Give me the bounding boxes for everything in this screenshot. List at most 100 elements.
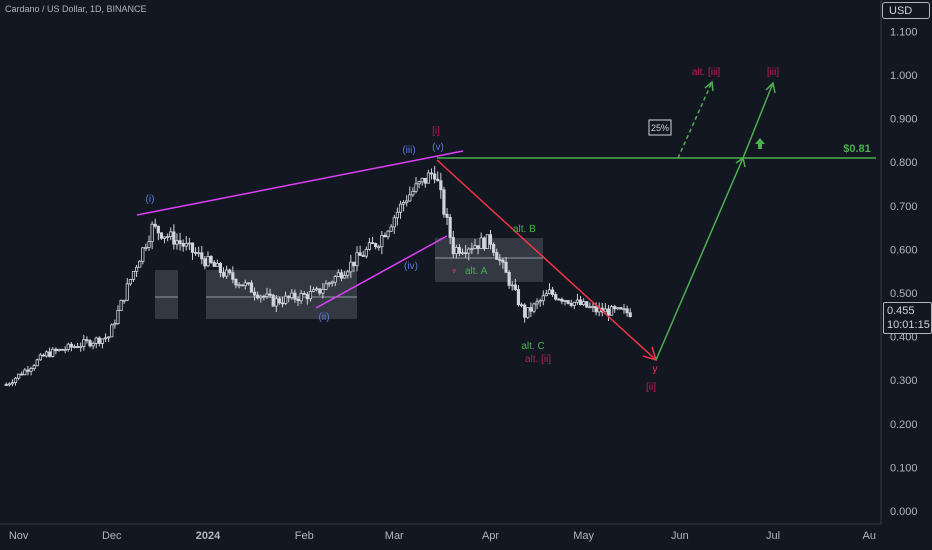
- candle-body: [501, 259, 505, 263]
- candle-body: [386, 230, 390, 238]
- candle-body: [259, 295, 263, 299]
- candle-body: [380, 234, 384, 248]
- candle-body: [318, 288, 322, 294]
- wave-label-ii: (ii): [318, 312, 329, 323]
- up-arrow-line-2: [742, 82, 774, 159]
- candle-body: [439, 180, 443, 191]
- candle-body: [557, 298, 561, 301]
- candle-body: [240, 284, 244, 287]
- candle-body: [134, 266, 139, 272]
- candle-body: [60, 348, 64, 351]
- x-tick-label: 2024: [196, 530, 221, 542]
- candle-body: [38, 354, 42, 361]
- candle-body: [401, 202, 406, 205]
- candle-body: [470, 248, 474, 250]
- candle-body: [436, 178, 440, 182]
- candle-body: [473, 245, 477, 249]
- wedge-upper-line: [136, 150, 464, 216]
- candle-body: [433, 173, 437, 180]
- candle-body: [550, 289, 555, 295]
- candle-body: [346, 271, 350, 276]
- candle-body: [91, 342, 95, 347]
- candle-body: [76, 346, 80, 348]
- candle-body: [203, 258, 207, 267]
- candle-body: [339, 272, 344, 279]
- candle-body: [246, 282, 250, 285]
- candle-body: [172, 231, 176, 245]
- chart-title: Cardano / US Dollar, 1D, BINANCE: [5, 4, 147, 14]
- y-tick-label: 0.400: [890, 332, 918, 344]
- candle-body: [193, 251, 198, 254]
- candle-body: [603, 308, 607, 313]
- candle-body: [237, 284, 241, 287]
- up-arrow-head-2: [765, 81, 776, 94]
- wave-label-alt-c: alt. C: [521, 341, 544, 352]
- y-tick-label: 0.800: [890, 157, 918, 169]
- candle-body: [200, 252, 204, 260]
- candle-body: [578, 299, 583, 306]
- candle-body: [582, 301, 586, 306]
- candle-body: [41, 354, 46, 357]
- candle-body: [94, 337, 98, 344]
- candle-body: [265, 293, 269, 297]
- candle-body: [569, 302, 573, 306]
- wedge-lower-line: [315, 235, 448, 309]
- candle-body: [367, 242, 372, 250]
- candle-body: [302, 293, 306, 295]
- price-axis[interactable]: 0.000 0.100 0.200 0.300 0.400 0.500 0.600 0.700…: [890, 26, 918, 518]
- candle-body: [228, 269, 232, 274]
- candle-body: [460, 252, 465, 255]
- candle-body: [131, 270, 136, 280]
- candle-body: [215, 263, 219, 267]
- x-tick-label: Mar: [385, 530, 404, 542]
- candle-body: [113, 323, 117, 326]
- candle-body: [162, 236, 167, 239]
- wave-label-v: (v): [432, 142, 444, 153]
- candle-body: [321, 289, 325, 294]
- candle-body: [488, 234, 493, 245]
- candle-body: [516, 289, 521, 306]
- candle-body: [293, 292, 297, 300]
- candle-body: [364, 249, 368, 257]
- candle-body: [510, 284, 514, 287]
- candle-body: [197, 252, 201, 255]
- candle-body: [305, 293, 309, 300]
- candle-body: [495, 252, 499, 260]
- candle-body: [284, 295, 288, 304]
- candle-body: [218, 263, 223, 273]
- x-tick-label: Feb: [295, 530, 314, 542]
- candle-body: [451, 237, 455, 255]
- candle-body: [100, 338, 105, 344]
- candle-body: [249, 282, 254, 293]
- candle-body: [594, 305, 598, 313]
- candle-body: [110, 324, 114, 338]
- candle-body: [606, 308, 611, 316]
- candle-body: [252, 291, 257, 296]
- candle-body: [97, 337, 101, 344]
- candle-body: [426, 172, 431, 184]
- candle-body: [138, 260, 142, 268]
- candle-body: [532, 303, 536, 312]
- candle-body: [616, 307, 620, 310]
- currency-button[interactable]: USD: [882, 2, 930, 19]
- candle-body: [69, 343, 74, 348]
- candle-body: [544, 293, 548, 297]
- candle-body: [566, 300, 570, 304]
- time-axis[interactable]: Nov Dec 2024 Feb Mar Apr May Jun Jul Au: [9, 530, 876, 542]
- candle-body: [82, 339, 86, 347]
- candle-body: [411, 190, 415, 196]
- candle-body: [209, 255, 213, 263]
- candle-body: [420, 177, 424, 183]
- candle-body: [234, 278, 238, 286]
- wave-label-y: y: [653, 364, 658, 375]
- candle-body: [526, 307, 530, 318]
- candle-body: [622, 308, 626, 311]
- candle-body: [147, 241, 151, 248]
- candle-body: [613, 306, 617, 310]
- current-price: 0.455: [887, 305, 915, 317]
- candle-body: [57, 348, 61, 352]
- candle-body: [408, 194, 412, 202]
- candle-body: [150, 223, 154, 243]
- candle-body: [454, 247, 458, 255]
